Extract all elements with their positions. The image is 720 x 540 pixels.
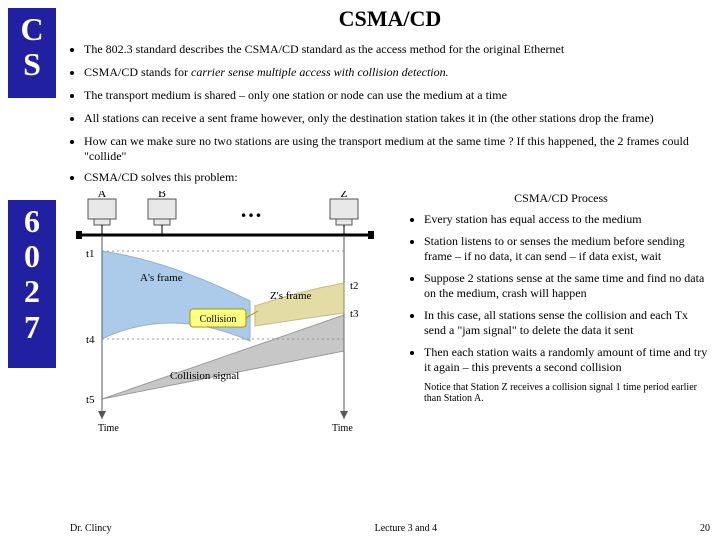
italic-text: carrier sense multiple access with colli… [191,65,449,79]
svg-text:Z: Z [340,191,347,200]
svg-text:Time: Time [332,423,353,434]
svg-text:Collision: Collision [200,314,237,325]
footer-author: Dr. Clincy [70,523,112,534]
bullet: All stations can receive a sent frame ho… [84,111,710,126]
sidebar-letter: S [8,47,56,82]
bullet: Then each station waits a randomly amoun… [424,345,712,375]
svg-text:A's frame: A's frame [140,272,183,284]
bullet: CSMA/CD stands for carrier sense multipl… [84,65,710,80]
svg-text:Z's frame: Z's frame [270,290,311,302]
station-a-icon: A [88,191,116,225]
sidebar-letter: C [8,12,56,47]
bullet: How can we make sure no two stations are… [84,134,710,164]
bullet: Station listens to or senses the medium … [424,234,712,264]
footer: Dr. Clincy Lecture 3 and 4 20 [70,523,710,534]
svg-text:B: B [158,191,166,200]
svg-text:t4: t4 [86,334,95,346]
bullet: Every station has equal access to the me… [424,212,712,227]
station-b-icon: B [148,191,176,225]
sidebar-cs: C S [8,8,56,98]
process-bullets: Every station has equal access to the me… [410,212,712,375]
svg-text:t2: t2 [350,280,359,292]
sidebar-digit: 7 [8,310,56,345]
sidebar-digit: 2 [8,274,56,309]
sidebar-digit: 6 [8,204,56,239]
svg-text:Time: Time [98,423,119,434]
sidebar-digit: 0 [8,239,56,274]
footnote: Notice that Station Z receives a collisi… [424,382,712,404]
svg-text:A: A [98,191,107,200]
footer-lecture: Lecture 3 and 4 [375,523,437,534]
svg-text:…: … [240,197,262,222]
process-title: CSMA/CD Process [410,191,712,206]
bullet: In this case, all stations sense the col… [424,308,712,338]
top-bullets: The 802.3 standard describes the CSMA/CD… [70,42,710,126]
csma-cd-diagram: A B … Z [70,191,390,441]
bullet: The 802.3 standard describes the CSMA/CD… [84,42,710,57]
svg-text:t1: t1 [86,248,95,260]
bullet: Suppose 2 stations sense at the same tim… [424,271,712,301]
svg-text:Collision signal: Collision signal [170,370,239,382]
station-z-icon: Z [330,191,358,225]
svg-text:t3: t3 [350,308,359,320]
bullet: CSMA/CD solves this problem: [84,170,710,185]
bullet: The transport medium is shared – only on… [84,88,710,103]
process-column: CSMA/CD Process Every station has equal … [400,191,712,441]
page-title: CSMA/CD [0,0,720,32]
question-bullets: How can we make sure no two stations are… [70,134,710,185]
sidebar-6027: 6 0 2 7 [8,200,56,368]
footer-page: 20 [700,523,710,534]
svg-text:t5: t5 [86,394,95,406]
